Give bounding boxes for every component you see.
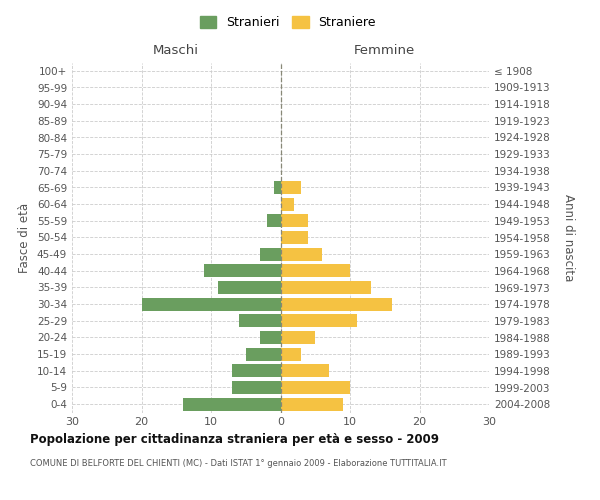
Bar <box>281 198 295 210</box>
Bar <box>281 364 329 378</box>
Y-axis label: Fasce di età: Fasce di età <box>19 202 31 272</box>
Text: Maschi: Maschi <box>153 44 199 58</box>
Text: Femmine: Femmine <box>354 44 415 58</box>
Bar <box>281 381 350 394</box>
Bar <box>281 314 357 328</box>
Bar <box>281 281 371 294</box>
Bar <box>260 248 281 260</box>
Text: Popolazione per cittadinanza straniera per età e sesso - 2009: Popolazione per cittadinanza straniera p… <box>30 432 439 446</box>
Bar <box>232 364 281 378</box>
Bar <box>274 181 281 194</box>
Bar <box>204 264 281 278</box>
Bar <box>281 231 308 244</box>
Text: COMUNE DI BELFORTE DEL CHIENTI (MC) - Dati ISTAT 1° gennaio 2009 - Elaborazione : COMUNE DI BELFORTE DEL CHIENTI (MC) - Da… <box>30 459 446 468</box>
Bar <box>281 298 392 310</box>
Bar <box>260 331 281 344</box>
Bar <box>281 331 315 344</box>
Bar <box>183 398 281 410</box>
Bar <box>246 348 281 360</box>
Bar <box>218 281 281 294</box>
Legend: Stranieri, Straniere: Stranieri, Straniere <box>195 11 381 34</box>
Y-axis label: Anni di nascita: Anni di nascita <box>562 194 575 281</box>
Bar <box>232 381 281 394</box>
Bar <box>281 264 350 278</box>
Bar <box>281 248 322 260</box>
Bar <box>281 214 308 228</box>
Bar <box>142 298 281 310</box>
Bar <box>239 314 281 328</box>
Bar <box>281 398 343 410</box>
Bar <box>266 214 281 228</box>
Bar <box>281 181 301 194</box>
Bar <box>281 348 301 360</box>
